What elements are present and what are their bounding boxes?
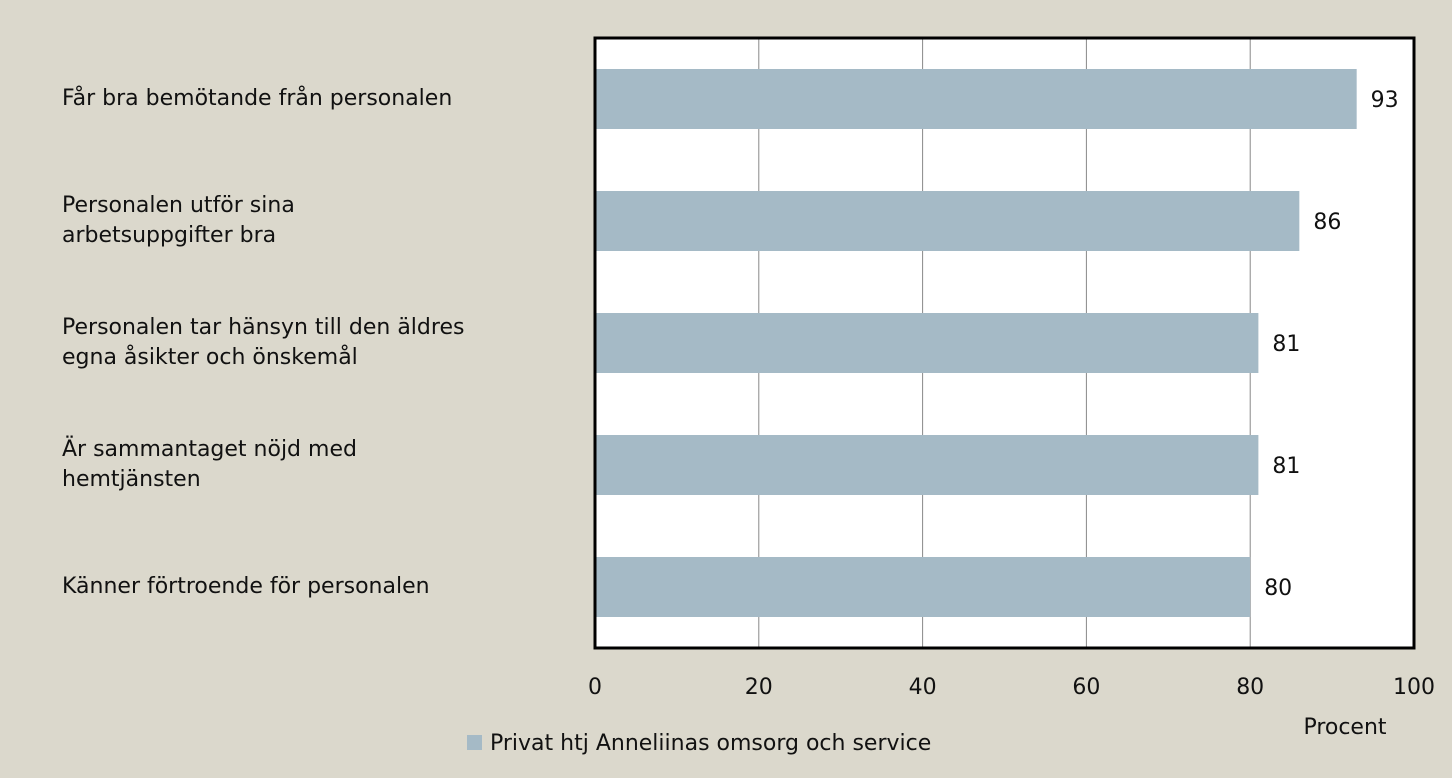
- data-label: 81: [1272, 332, 1300, 357]
- bar: [595, 435, 1259, 495]
- x-axis-label: Procent: [1303, 715, 1386, 740]
- x-tick-label: 40: [909, 675, 937, 700]
- data-label: 80: [1264, 576, 1292, 601]
- legend-swatch: [467, 735, 482, 750]
- data-label: 86: [1313, 210, 1341, 235]
- y-tick-label: Personalen utför sina arbetsuppgifter br…: [62, 193, 295, 248]
- legend-label: Privat htj Anneliinas omsorg och service: [490, 731, 931, 756]
- x-tick-label: 60: [1072, 675, 1100, 700]
- plot-border: [593, 36, 1416, 650]
- y-tick-label: Får bra bemötande från personalen: [62, 86, 453, 111]
- bar: [595, 313, 1259, 373]
- y-tick-label: Känner förtroende för personalen: [62, 574, 430, 599]
- data-label: 93: [1371, 88, 1399, 113]
- y-tick-label: Är sammantaget nöjd med hemtjänsten: [62, 437, 357, 492]
- x-tick-label: 100: [1393, 675, 1435, 700]
- y-tick-label: Personalen tar hänsyn till den äldres eg…: [62, 315, 465, 370]
- bar: [595, 557, 1251, 617]
- x-tick-label: 0: [588, 675, 602, 700]
- x-tick-label: 80: [1236, 675, 1264, 700]
- x-tick-label: 20: [745, 675, 773, 700]
- bar: [595, 69, 1357, 129]
- data-label: 81: [1272, 454, 1300, 479]
- bar: [595, 191, 1300, 251]
